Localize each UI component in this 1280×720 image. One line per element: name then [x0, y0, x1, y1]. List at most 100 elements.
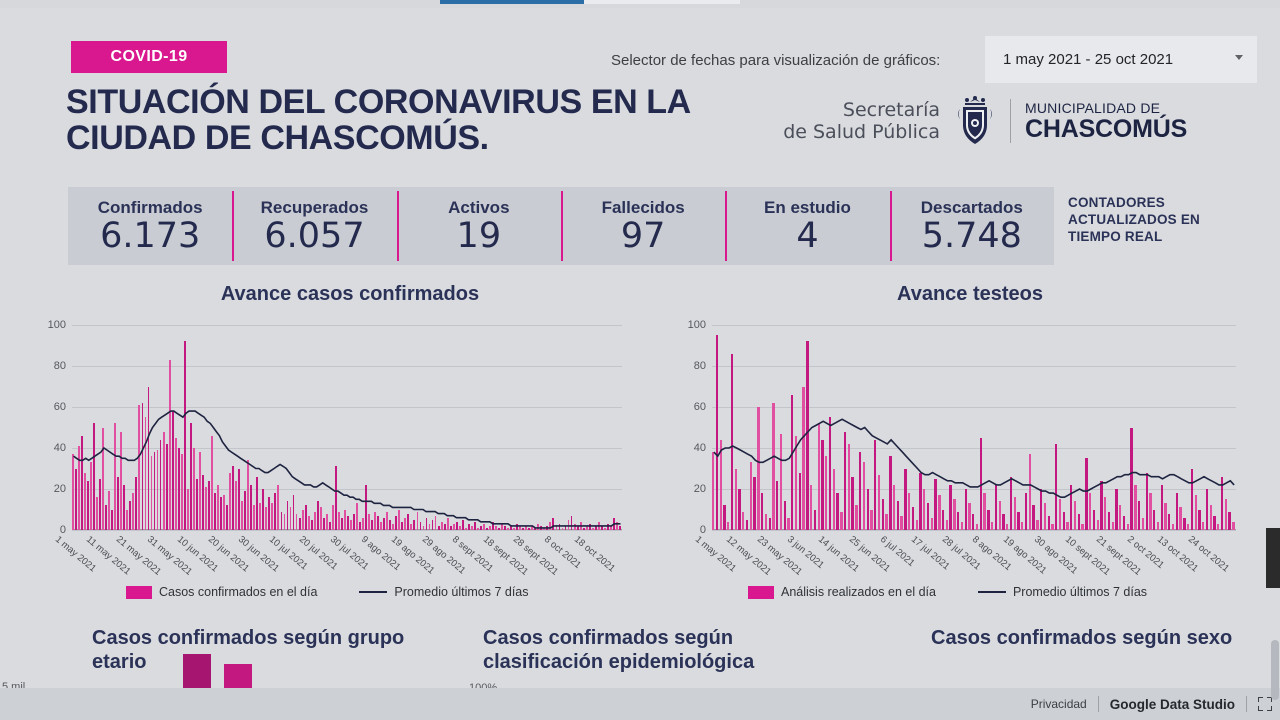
legend-label-bar: Análisis realizados en el día [781, 585, 936, 599]
google-data-studio-brand[interactable]: Google Data Studio [1109, 696, 1235, 712]
bar [810, 484, 813, 530]
bar [386, 511, 389, 530]
bar [168, 359, 171, 530]
plot-area[interactable]: 0 20 40 60 80 100 1 may 2021 12 may 2021 23 may … [688, 319, 1236, 578]
bar [383, 517, 386, 530]
bar [990, 521, 994, 530]
gridline [72, 407, 622, 408]
bar [440, 521, 443, 530]
bar [573, 523, 576, 530]
y-axis-tick-label: 40 [693, 442, 706, 454]
bar [476, 527, 479, 530]
bar [1134, 484, 1137, 530]
bar [404, 517, 407, 530]
data-studio-report-canvas: COVID-19 SITUACIÓN DEL CORONAVIRUS EN LA… [0, 8, 1280, 720]
bar [779, 433, 783, 530]
bar [244, 491, 247, 530]
bar [238, 468, 241, 530]
bar [847, 443, 851, 530]
gridline [712, 325, 1236, 326]
bar [90, 462, 92, 530]
bar [1039, 489, 1043, 530]
bar [482, 523, 485, 530]
bar [832, 468, 835, 530]
y-axis-tick-label: 20 [53, 483, 66, 495]
fullscreen-icon[interactable] [1258, 697, 1272, 711]
bar [501, 523, 503, 530]
bar [1224, 499, 1228, 530]
legend-item-bars[interactable]: Análisis realizados en el día [748, 585, 936, 599]
bar [443, 523, 446, 530]
bar [519, 525, 522, 530]
logo-divider [1010, 99, 1011, 143]
legend-item-average[interactable]: Promedio últimos 7 días [359, 585, 529, 599]
bar [461, 519, 464, 530]
bar [1115, 489, 1118, 530]
bar [105, 505, 108, 530]
bar [226, 505, 228, 530]
bar [1092, 509, 1096, 530]
date-range-value: 1 may 2021 - 25 oct 2021 [1003, 51, 1174, 68]
vertical-scrollbar-thumb[interactable] [1271, 640, 1279, 700]
bar [135, 476, 138, 530]
gridline [712, 407, 1236, 408]
bar [1160, 484, 1163, 530]
gridline [72, 366, 622, 367]
bar [783, 501, 786, 530]
bar [730, 353, 734, 530]
date-range-selector[interactable]: 1 may 2021 - 25 oct 2021 [985, 36, 1257, 83]
bar [919, 472, 922, 530]
bar [904, 468, 907, 530]
bar [171, 411, 174, 530]
bar [609, 525, 612, 530]
bar [141, 402, 144, 530]
bar [259, 503, 262, 530]
bar [1119, 505, 1122, 530]
bar [198, 452, 201, 530]
bar [331, 505, 334, 530]
bar [353, 513, 355, 530]
bar [618, 525, 621, 530]
gridline [72, 489, 622, 490]
average-line-series [73, 410, 621, 529]
bar [377, 515, 380, 530]
bar [567, 519, 570, 530]
bar [516, 523, 519, 530]
bar [1186, 523, 1190, 530]
bar [742, 511, 745, 530]
bar [813, 509, 817, 530]
bar [72, 454, 74, 530]
bar [870, 509, 873, 530]
bar [207, 480, 210, 530]
plot-area[interactable]: 0 20 40 60 80 100 1 may 2021 11 may 2021 21 may … [48, 319, 622, 578]
bar [753, 476, 756, 530]
bar [1058, 499, 1062, 530]
bar [283, 513, 286, 530]
bar-series [712, 325, 1236, 530]
bar [87, 480, 89, 530]
bar [295, 513, 298, 530]
legend-swatch-line [359, 591, 388, 593]
bar [310, 519, 313, 530]
privacy-link[interactable]: Privacidad [1030, 697, 1087, 711]
legend-item-bars[interactable]: Casos confirmados en el día [126, 585, 317, 599]
bar [776, 480, 779, 530]
covid19-badge: COVID-19 [71, 41, 227, 73]
bar [1096, 519, 1099, 530]
bar [395, 515, 398, 530]
bar [561, 527, 564, 530]
bar-series [72, 325, 622, 530]
bar [156, 450, 159, 530]
bar [941, 509, 945, 530]
bar [498, 527, 500, 530]
bar [117, 476, 120, 530]
bar [129, 501, 132, 530]
legend-item-average[interactable]: Promedio últimos 7 días [977, 585, 1147, 599]
bar [1190, 468, 1194, 530]
chevron-down-icon[interactable] [1235, 55, 1243, 60]
bar [434, 515, 437, 530]
legend-swatch-bar [748, 585, 774, 599]
bar [727, 521, 730, 530]
bar [153, 452, 156, 530]
counter-label: Fallecidos [601, 198, 685, 217]
